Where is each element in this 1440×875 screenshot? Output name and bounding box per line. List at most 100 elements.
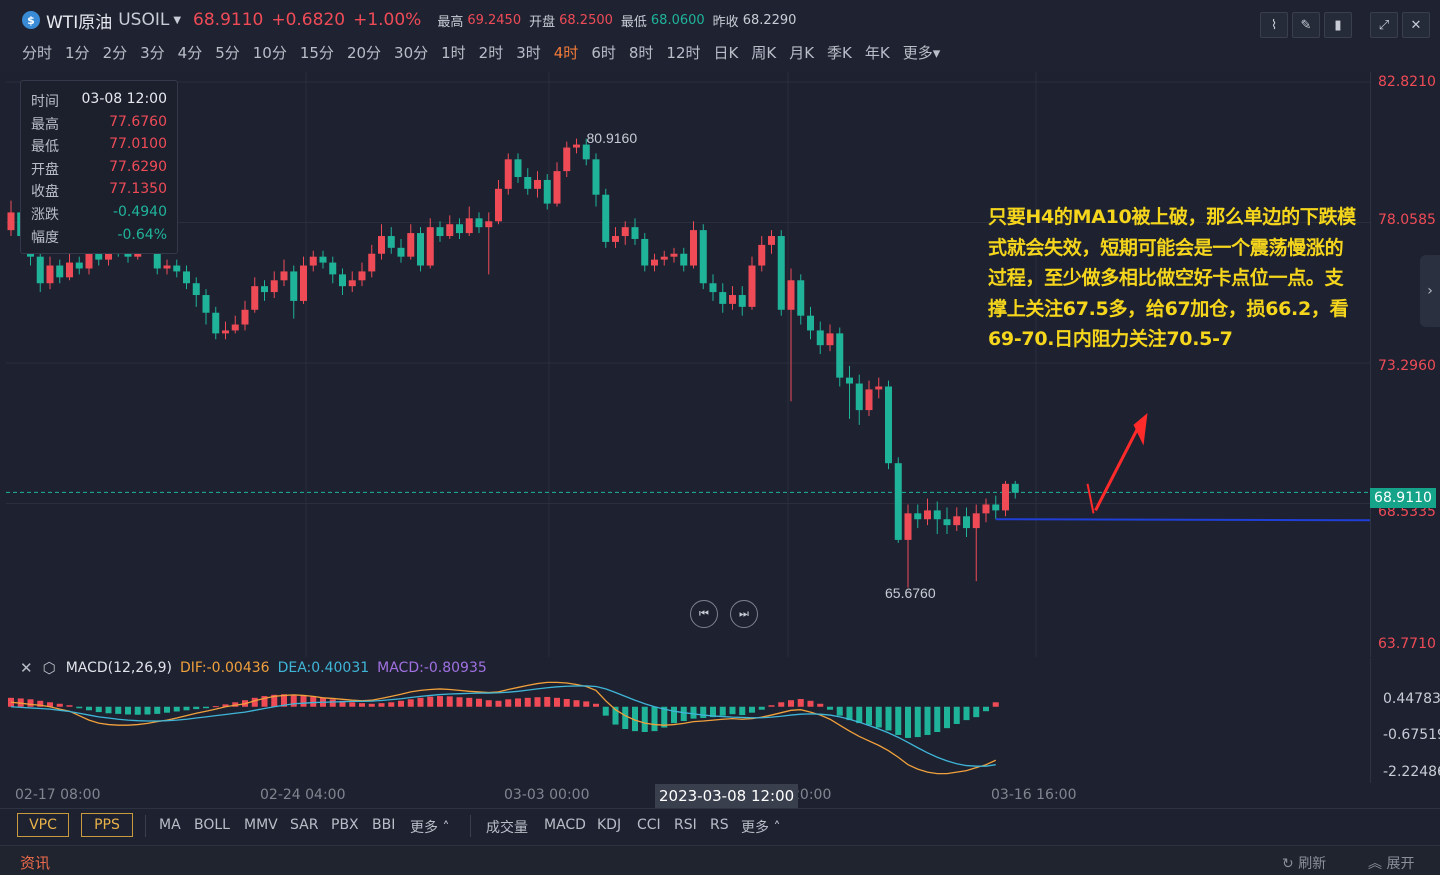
macd-bar [641,706,648,732]
news-tab[interactable]: 资讯 [20,854,51,872]
period-tab[interactable]: 2时 [478,43,504,62]
candle [924,498,931,526]
macd-bar [690,706,697,719]
candle-body [465,218,473,234]
indicator-cci[interactable]: CCI [637,817,661,833]
candle [651,253,658,272]
candle [183,265,190,290]
period-tab[interactable]: 1分 [65,43,90,62]
candle [719,283,727,313]
extreme-price-label: 80.9160 [587,130,638,146]
pps-button[interactable]: PPS [81,813,133,837]
indicator-pbx[interactable]: PBX [331,817,359,833]
close-icon[interactable]: ✕ [20,659,33,677]
period-tab[interactable]: 3时 [516,43,541,62]
period-tab[interactable]: 2分 [102,43,128,62]
refresh-button[interactable]: ↻ 刷新 [1282,853,1326,873]
close-icon[interactable]: ✕ [1402,12,1430,38]
candle-body [592,159,600,195]
candle [504,153,512,195]
period-tab[interactable]: 30分 [394,43,429,62]
indicator-rs[interactable]: RS [710,817,729,833]
divider [470,815,471,837]
candle-body [212,312,220,334]
macd-bar [310,696,317,707]
period-tab[interactable]: 20分 [346,43,382,62]
settings-icon[interactable]: ⬡ [42,659,56,677]
period-tab[interactable]: 10分 [252,43,287,62]
macd-bar [466,697,473,707]
vpc-button[interactable]: VPC [17,813,69,837]
candle [592,153,600,207]
period-tab[interactable]: 8时 [628,43,654,62]
indicator-macd[interactable]: MACD [544,817,586,833]
indicator-icon[interactable]: ⌇ [1260,12,1288,38]
indicator-sub-more[interactable]: 更多 ˄ [741,817,780,837]
indicator-sar[interactable]: SAR [290,817,319,833]
indicator-kdj[interactable]: KDJ [597,817,622,833]
scroll-end-button[interactable]: ⏭ [730,600,758,628]
indicator-bar: VPC PPS MA BOLL MMV SAR PBX BBI 更多 ˄ 成交量… [0,808,1440,843]
indicator-rsi[interactable]: RSI [674,817,697,833]
info-label: 涨跌 [31,206,59,223]
candle [358,262,366,287]
macd-bar [456,697,463,707]
candle [573,138,580,154]
indicator-volume[interactable]: 成交量 [486,820,528,836]
period-tab[interactable]: 6时 [591,43,616,62]
indicator-mmv[interactable]: MMV [244,817,278,833]
info-label: 最低 [31,139,59,156]
candle-body [641,238,649,266]
period-tab[interactable]: 15分 [299,43,334,62]
period-tab[interactable]: 1时 [441,43,466,62]
symbol-code[interactable]: USOIL [118,10,170,30]
period-tab[interactable]: 年K [864,43,890,62]
period-tab[interactable]: 4分 [177,43,203,62]
candle [270,271,278,298]
fullscreen-icon[interactable]: ⤢ [1370,12,1398,38]
period-tab[interactable]: 季K [827,43,852,62]
draw-pen-icon[interactable]: ✎ [1292,12,1320,38]
candle [660,250,668,266]
period-tab[interactable]: 4时 [553,43,579,62]
candlestick-chart[interactable]: 80.9160 65.6760 [6,72,1370,657]
period-tab[interactable]: 12时 [666,43,701,62]
indicator-ma[interactable]: MA [159,817,181,833]
macd-bar [212,706,219,708]
macd-bar [193,706,200,710]
macd-bar [632,706,638,732]
candle-type-icon[interactable]: ▮ [1324,12,1352,38]
period-tab[interactable]: 更多▾ [902,43,941,62]
candle [56,259,64,284]
candle-body [602,194,610,242]
macd-bar [758,706,765,710]
info-row: 幅度 -0.64% [31,227,167,250]
symbol-name[interactable]: WTI原油 [46,12,113,33]
candle [46,256,54,290]
period-tab[interactable]: 月K [789,43,815,62]
candle [953,507,961,532]
scroll-start-button[interactable]: ⏮ [690,600,718,628]
period-tab[interactable]: 3分 [140,43,165,62]
candle [66,253,73,281]
period-tab[interactable]: 日K [713,43,739,62]
candle [436,221,444,242]
candle-body [514,159,522,178]
indicator-bbi[interactable]: BBI [372,817,396,833]
indicator-boll[interactable]: BOLL [194,817,230,833]
expand-button[interactable]: ︽ 展开 [1368,853,1414,873]
macd-header: ✕ ⬡ MACD(12,26,9) DIF:-0.00436 DEA:0.400… [20,658,487,678]
indicator-main-more[interactable]: 更多 ˄ [410,817,449,837]
chevron-down-icon[interactable]: ▼ [173,14,182,26]
period-tab[interactable]: 周K [751,43,777,62]
period-tab[interactable]: 5分 [215,43,240,62]
candle [768,230,775,254]
chevron-right-icon[interactable]: › [1420,255,1440,327]
candle-body [173,265,181,272]
macd-bar [56,703,63,707]
macd-dif: DIF:-0.00436 [180,660,270,676]
candle-body [553,171,561,204]
period-tab[interactable]: 分时 [22,43,53,62]
macd-chart[interactable] [6,680,1370,784]
info-row: 涨跌 -0.4940 [31,204,167,227]
